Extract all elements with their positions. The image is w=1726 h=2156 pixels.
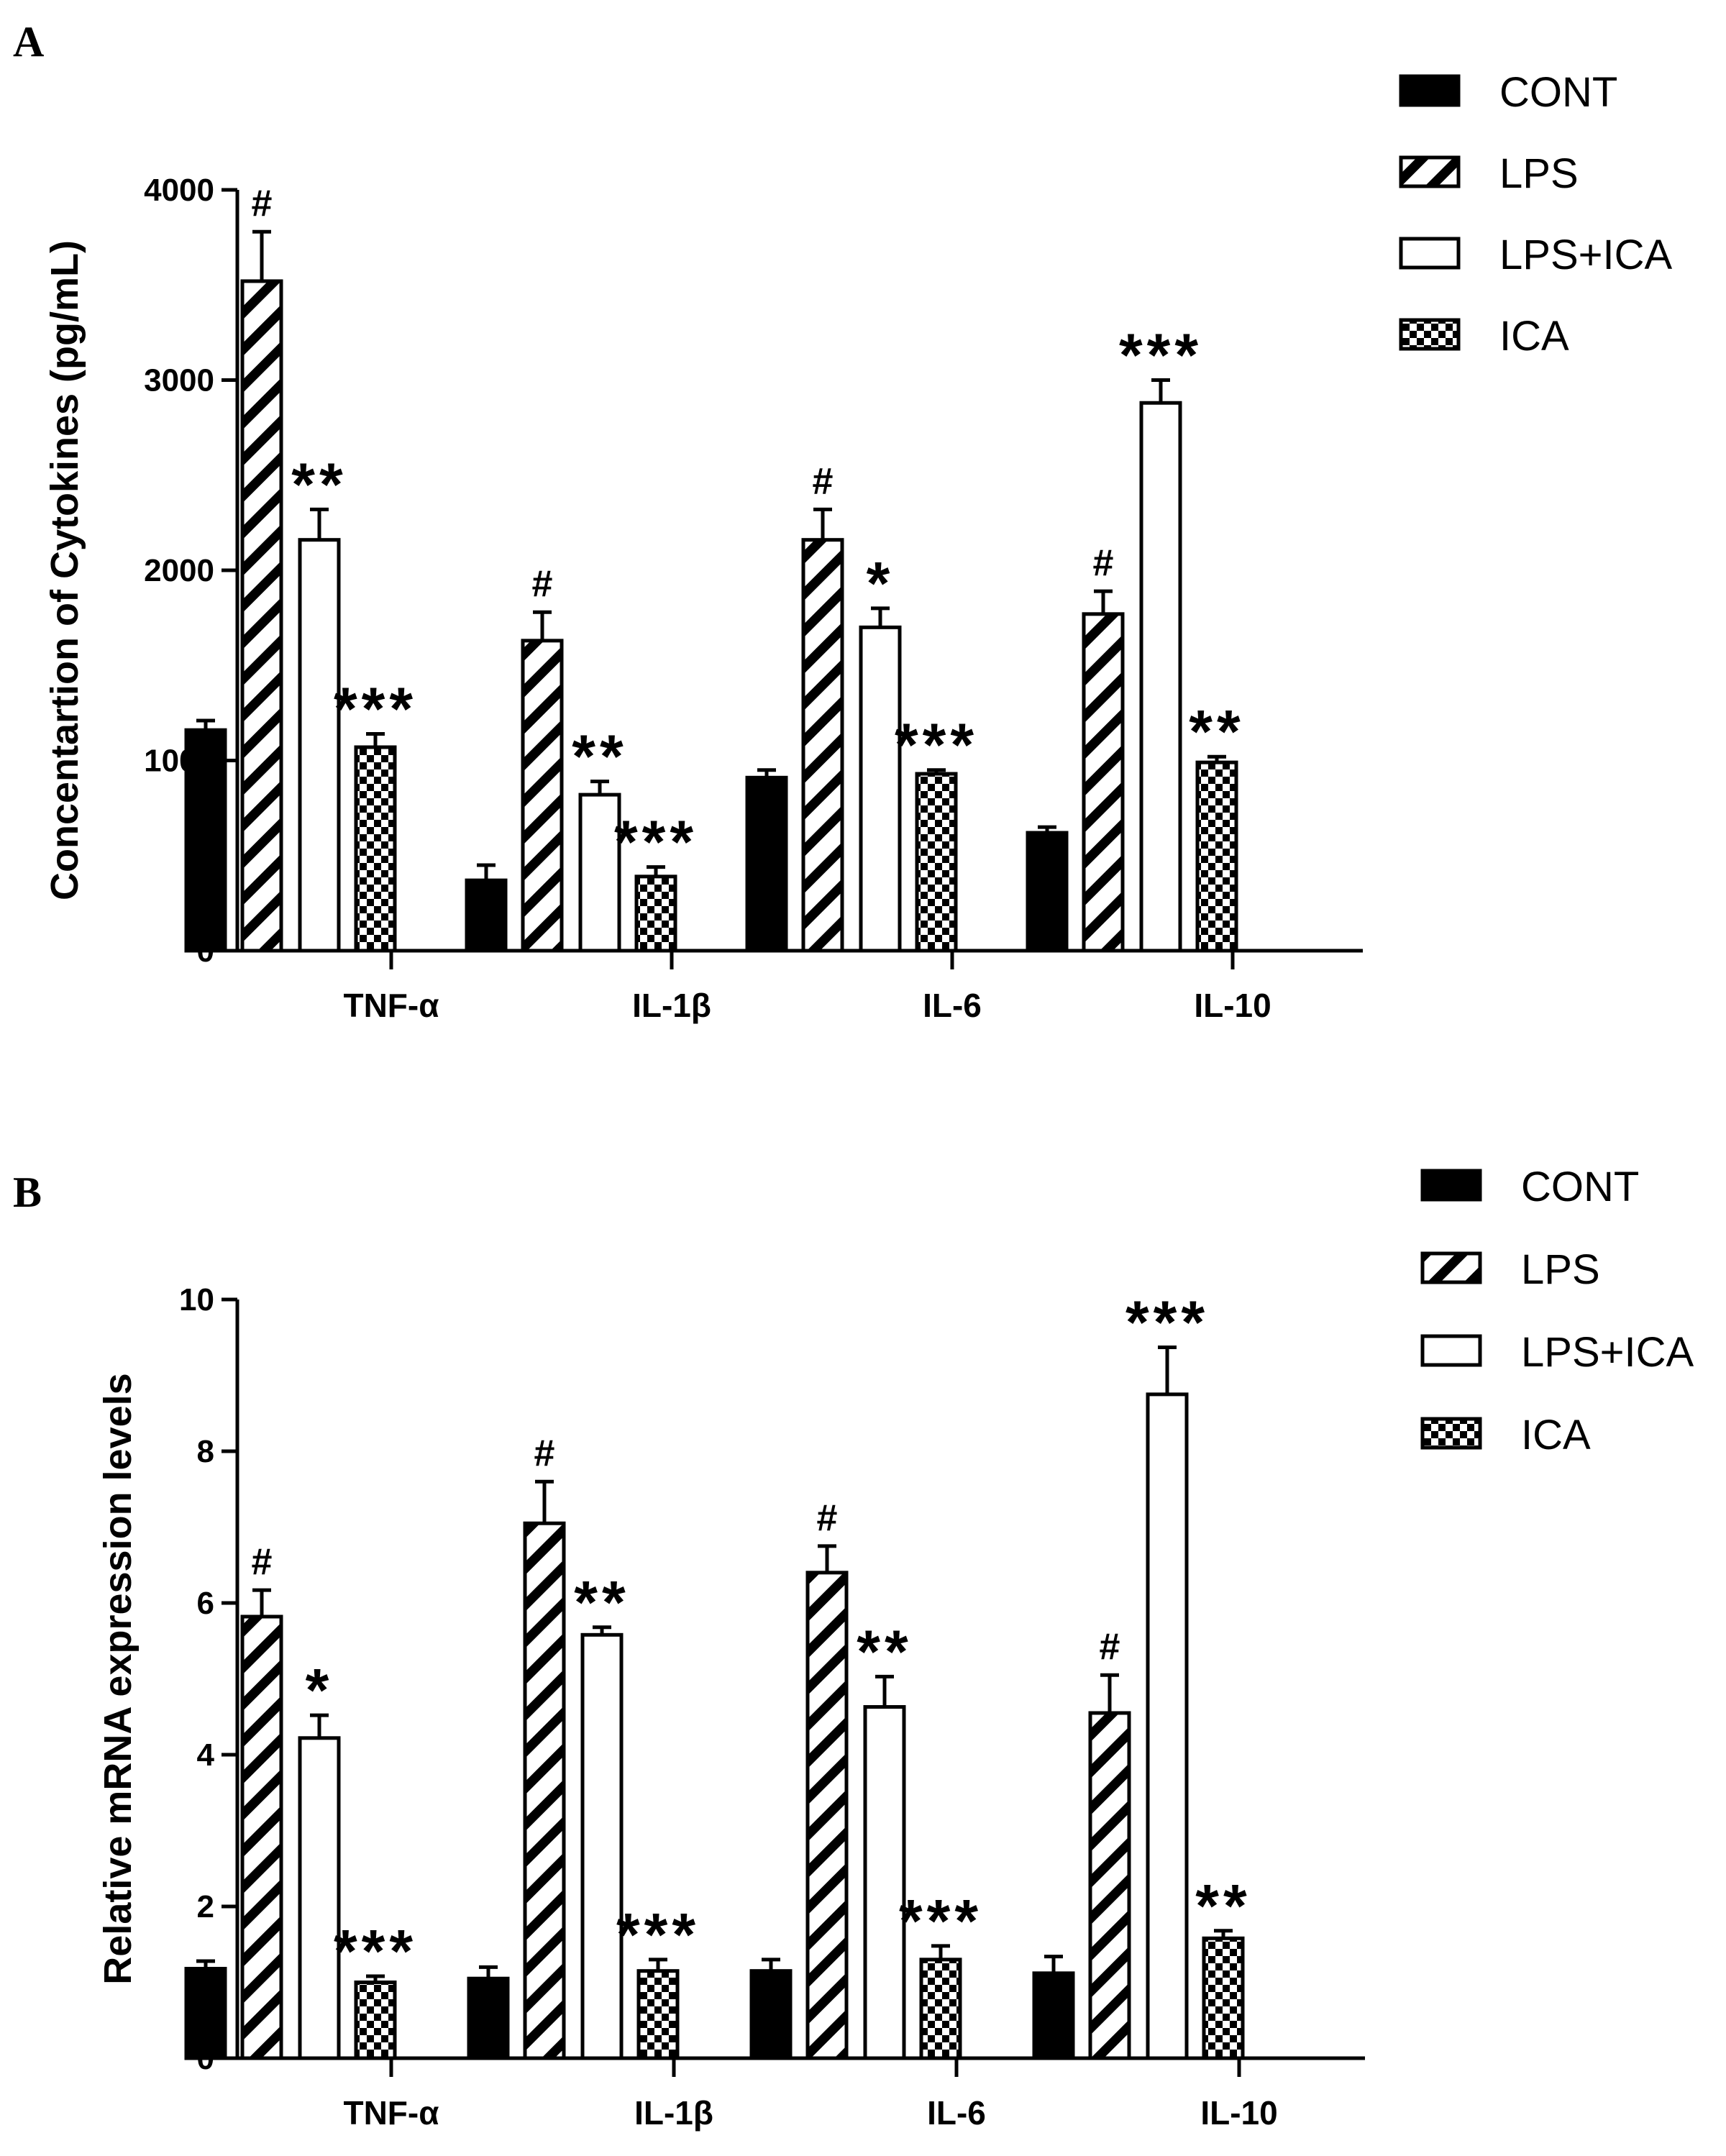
panel-a-category-label: TNF-α (343, 987, 439, 1024)
panel-a-significance-label: *** (895, 711, 978, 779)
panel-b-significance-label: *** (1125, 1288, 1209, 1356)
panel-a-bar-ica (354, 745, 397, 953)
panel-b-category-label: TNF-α (343, 2094, 439, 2132)
panel-b-y-tick-label: 4 (197, 1737, 215, 1773)
panel-b-bar-lps-ica (580, 1632, 624, 2060)
panel-b-bar-cont (1032, 1971, 1075, 2060)
panel-a-letter: A (13, 18, 44, 65)
panel-b-bar-lps (805, 1571, 849, 2060)
panel-b-category-label: IL-1β (634, 2094, 713, 2132)
panel-b-bar-ica (354, 1981, 397, 2060)
panel-a-bar-lps (240, 279, 283, 953)
panel-a-significance-label: *** (1119, 321, 1202, 389)
panel-b-bar-ica (636, 1969, 680, 2060)
panel-b-y-axis-title: Relative mRNA expression levels (96, 1373, 140, 1984)
panel-b-legend-swatch (1420, 1417, 1482, 1450)
panel-a-significance-label: * (867, 549, 895, 617)
panel-a-legend-swatch (1399, 74, 1461, 107)
panel-b-bar-lps (240, 1614, 283, 2060)
panel-a-bar-lps-ica (859, 625, 902, 953)
panel-a-bar-lps (1082, 612, 1125, 953)
panel-a-bar-lps-ica (578, 792, 621, 953)
panel-b-bar-cont (749, 1969, 793, 2060)
panel-a-legend-label: LPS (1499, 150, 1579, 197)
panel-b-legend-label: CONT (1521, 1164, 1639, 1210)
panel-b-significance-label: # (252, 1541, 273, 1583)
panel-b-bar-ica (919, 1958, 962, 2060)
panel-a-y-tick-label: 3000 (144, 363, 214, 398)
panel-b-legend-label: LPS+ICA (1521, 1329, 1694, 1376)
panel-b-bar-cont (184, 1967, 227, 2060)
panel-a-legend-label: ICA (1499, 313, 1569, 360)
panel-a-significance-label: ** (572, 723, 627, 790)
panel-a-legend-swatch (1399, 237, 1461, 270)
panel-b-legend-swatch (1420, 1169, 1482, 1202)
panel-b-significance-label: # (534, 1433, 555, 1474)
panel-b-significance-label: * (306, 1656, 334, 1724)
panel-a-bar-ica (915, 772, 958, 953)
panel-b-legend-swatch (1420, 1334, 1482, 1367)
panel-b-significance-label: *** (334, 1917, 417, 1985)
panel-b-category-label: IL-6 (927, 2094, 986, 2132)
panel-b-significance-label: # (1100, 1626, 1120, 1668)
panel-b-significance-label: ** (857, 1617, 912, 1685)
panel-b-letter: B (13, 1169, 42, 1216)
panel-b-legend-label: LPS (1521, 1246, 1600, 1293)
panel-a-bar-lps-ica (1139, 401, 1182, 953)
panel-a-significance-label: *** (334, 675, 417, 742)
panel-b-bar-lps-ica (298, 1736, 341, 2060)
panel-b-bar-lps (523, 1521, 566, 2060)
panel-a-significance-label: # (1093, 542, 1114, 584)
panel-b-legend-label: ICA (1521, 1412, 1591, 1458)
panel-a-significance-label: # (532, 563, 553, 605)
panel-a-significance-label: *** (614, 808, 698, 876)
panel-a-legend-label: LPS+ICA (1499, 232, 1672, 278)
panel-b-bar-cont (467, 1976, 510, 2060)
panel-a-y-tick-label: 4000 (144, 173, 214, 208)
panel-a-bar-cont (745, 775, 788, 953)
panel-a-bar-cont (465, 878, 508, 953)
panel-b-category-label: IL-10 (1200, 2094, 1277, 2132)
panel-a-legend-swatch (1399, 318, 1461, 351)
panel-b-bar-ica (1202, 1936, 1245, 2060)
panel-a-legend-swatch (1399, 155, 1461, 188)
panel-b-bar-lps (1088, 1711, 1131, 2060)
panel-a-category-label: IL-10 (1194, 987, 1271, 1024)
panel-a-significance-label: # (813, 460, 834, 502)
panel-a-significance-label: ** (291, 450, 347, 518)
panel-a-category-label: IL-1β (632, 987, 711, 1024)
panel-b-bar-lps-ica (1146, 1392, 1189, 2060)
panel-b-significance-label: *** (899, 1887, 982, 1955)
panel-a-category-label: IL-6 (923, 987, 982, 1024)
panel-b-y-tick-label: 10 (179, 1282, 214, 1317)
panel-b-significance-label: ** (574, 1568, 629, 1636)
panel-a-bar-ica (634, 874, 677, 953)
panel-b-bar-lps-ica (863, 1705, 906, 2060)
panel-b-legend-swatch (1420, 1251, 1482, 1284)
panel-a-y-axis-title: Concentartion of Cytokines (pg/mL) (43, 240, 86, 900)
panel-a-bar-ica (1195, 760, 1238, 953)
panel-a-bar-cont (184, 728, 227, 953)
panel-b-significance-label: # (817, 1497, 838, 1539)
panel-b-y-tick-label: 8 (197, 1434, 214, 1469)
panel-a-y-tick-label: 2000 (144, 553, 214, 588)
panel-a-significance-label: # (252, 183, 273, 224)
panel-a-bar-lps-ica (298, 538, 341, 953)
panel-b-significance-label: *** (616, 1901, 700, 1968)
panel-a-legend-label: CONT (1499, 69, 1617, 116)
panel-a-bar-cont (1026, 831, 1069, 953)
panel-a-significance-label: ** (1189, 698, 1244, 765)
panel-b-y-tick-label: 2 (197, 1889, 214, 1924)
panel-a-bar-lps (801, 538, 844, 953)
panel-a-bar-lps (521, 639, 564, 953)
panel-b-y-tick-label: 6 (197, 1586, 214, 1621)
panel-b-significance-label: ** (1195, 1872, 1251, 1940)
